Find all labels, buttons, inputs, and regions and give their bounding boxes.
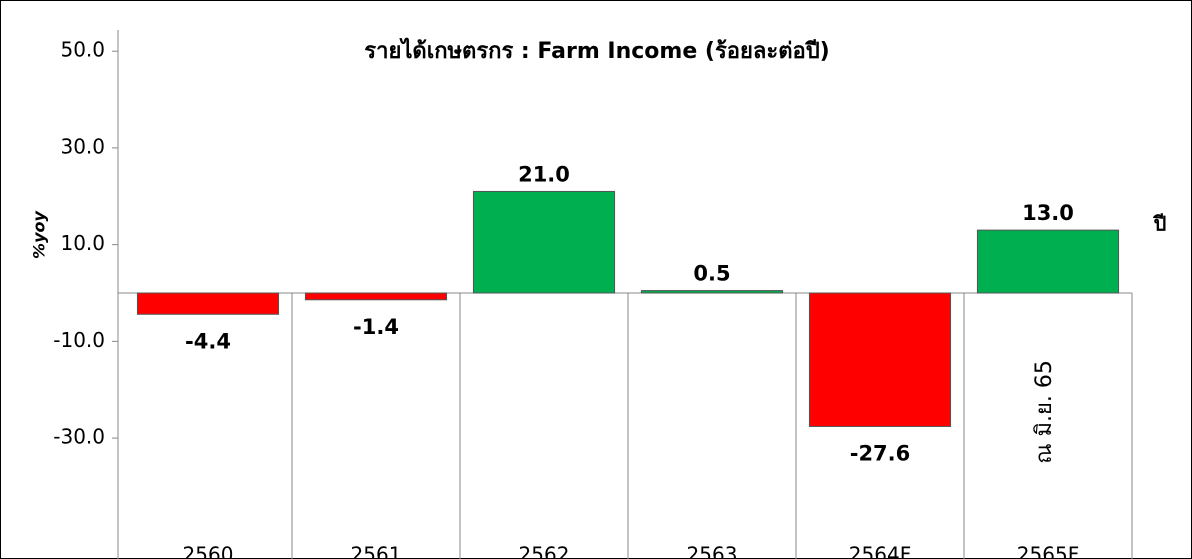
y-tick-label: -30.0 <box>53 425 105 449</box>
x-tick-label: 2563 <box>687 543 738 559</box>
x-tick-label: 2562 <box>519 543 570 559</box>
y-tick-label: 30.0 <box>60 134 105 158</box>
bar <box>640 290 784 294</box>
data-label: 0.5 <box>693 262 730 286</box>
x-tick-label: 2565F <box>1017 543 1079 559</box>
y-tick-label: 50.0 <box>60 38 105 62</box>
data-label: -4.4 <box>185 329 231 353</box>
x-tick-label: 2564F <box>849 543 911 559</box>
chart-title: รายได้เกษตรกร : Farm Income (ร้อยละต่อปี… <box>364 37 829 64</box>
data-label: 13.0 <box>1022 201 1074 225</box>
bar <box>808 292 952 427</box>
bar <box>976 229 1120 294</box>
x-tick-label: 2560 <box>183 543 234 559</box>
data-label: -27.6 <box>850 441 911 465</box>
annotation: ณ มิ.ย. 65 <box>1032 360 1057 464</box>
bar <box>304 292 448 301</box>
y-tick-label: -10.0 <box>53 328 105 352</box>
data-label: 21.0 <box>518 162 570 186</box>
y-axis-label: %yoy <box>30 210 49 258</box>
y-tick-label: 10.0 <box>60 231 105 255</box>
x-axis-label: ปี <box>1152 212 1166 236</box>
data-label: -1.4 <box>353 315 399 339</box>
bar <box>472 190 616 294</box>
bar <box>136 292 280 315</box>
x-tick-label: 2561 <box>351 543 402 559</box>
